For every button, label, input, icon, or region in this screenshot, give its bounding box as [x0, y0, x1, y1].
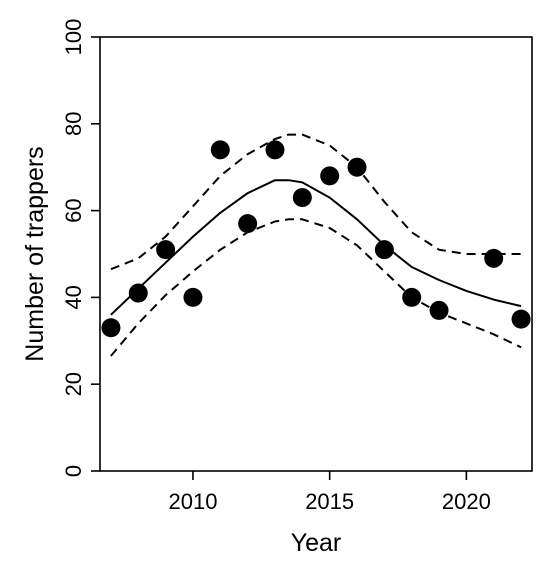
y-axis: 0 20 40 60 80 100	[61, 19, 100, 477]
data-point	[511, 309, 531, 329]
data-point	[347, 157, 367, 177]
y-tick-label: 40	[61, 285, 86, 309]
data-point	[320, 166, 340, 186]
data-point	[156, 240, 176, 260]
x-tick-label: 2015	[305, 489, 354, 514]
x-axis-title: Year	[291, 529, 342, 557]
y-axis-title: Number of trappers	[21, 146, 49, 361]
data-point	[292, 188, 312, 208]
plot-frame	[99, 36, 533, 472]
x-tick-label: 2010	[168, 489, 217, 514]
data-point	[101, 318, 121, 338]
data-point	[484, 248, 504, 268]
data-point	[128, 283, 148, 303]
data-point	[210, 140, 230, 160]
data-point	[374, 240, 394, 260]
y-tick-label: 100	[61, 19, 86, 56]
data-point	[238, 214, 258, 234]
data-point	[183, 287, 203, 307]
fitted-line	[110, 179, 522, 316]
y-tick-label: 20	[61, 372, 86, 396]
series-layer	[110, 133, 522, 357]
data-point	[429, 300, 449, 320]
x-axis: 2010 2015 2020	[168, 471, 491, 514]
y-tick-label: 80	[61, 112, 86, 136]
x-tick-label: 2020	[442, 489, 491, 514]
confidence-band-line	[110, 133, 522, 271]
data-point	[402, 287, 422, 307]
confidence-band-line	[110, 218, 522, 357]
data-point	[265, 140, 285, 160]
y-tick-label: 60	[61, 198, 86, 222]
points-layer	[101, 140, 531, 338]
y-tick-label: 0	[61, 465, 86, 477]
